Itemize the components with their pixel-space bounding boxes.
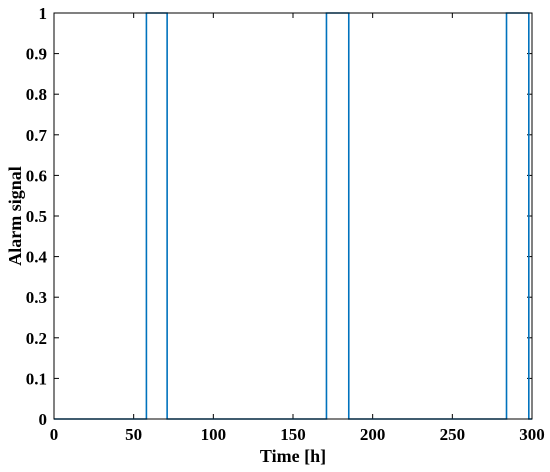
y-tick-label: 0.4 xyxy=(26,248,48,267)
y-tick-label: 0.8 xyxy=(26,85,47,104)
y-tick-label: 0.5 xyxy=(26,207,47,226)
y-axis-label: Alarm signal xyxy=(5,166,25,266)
y-tick-label: 0.1 xyxy=(26,369,47,388)
plot-area xyxy=(54,13,532,419)
x-axis-ticks: 0 50 100 150 200 250 300 xyxy=(50,13,545,444)
y-tick-label: 1 xyxy=(39,4,48,23)
y-tick-label: 0 xyxy=(39,410,48,429)
x-tick-label: 250 xyxy=(440,425,466,444)
x-tick-label: 150 xyxy=(280,425,306,444)
x-axis-label: Time [h] xyxy=(260,446,326,466)
y-tick-label: 0.7 xyxy=(26,126,48,145)
x-tick-label: 200 xyxy=(360,425,386,444)
y-axis-ticks: 0 0.1 0.2 0.3 0.4 0.5 0.6 0.7 0.8 0.9 1 xyxy=(26,4,532,429)
y-tick-label: 0.9 xyxy=(26,45,47,64)
x-tick-label: 50 xyxy=(125,425,142,444)
x-tick-label: 300 xyxy=(519,425,545,444)
y-tick-label: 0.6 xyxy=(26,166,47,185)
x-tick-label: 100 xyxy=(201,425,227,444)
plot-frame xyxy=(53,12,533,420)
x-tick-label: 0 xyxy=(50,425,59,444)
y-tick-label: 0.3 xyxy=(26,288,47,307)
y-tick-label: 0.2 xyxy=(26,329,47,348)
